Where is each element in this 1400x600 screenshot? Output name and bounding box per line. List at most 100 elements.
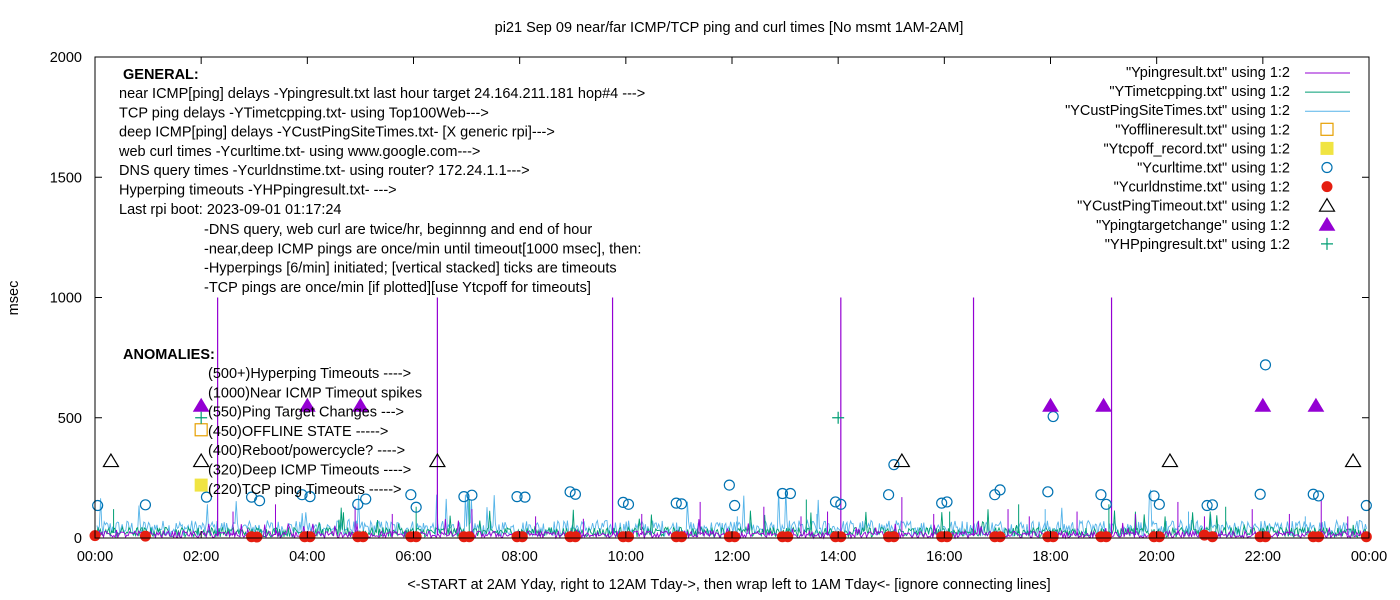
curl-point-shape — [1259, 359, 1272, 371]
curl-point-shape — [466, 489, 478, 501]
dns-point-shape — [139, 530, 151, 542]
general-title: GENERAL: — [123, 67, 199, 83]
legend-label: "Ypingresult.txt" using 1:2 — [1126, 65, 1290, 81]
x-tick-label: 12:00 — [714, 549, 750, 565]
general-line: deep ICMP[ping] delays -YCustPingSiteTim… — [119, 125, 555, 141]
curl-point-shape — [1201, 499, 1213, 512]
ping-target-change-point-shape — [192, 397, 210, 412]
curl-point — [466, 489, 478, 501]
annotations: GENERAL: near ICMP[ping] delays -Ypingres… — [118, 67, 645, 498]
anomaly-line: (450)OFFLINE STATE -----> — [208, 424, 388, 440]
dns-point-shape — [782, 531, 794, 543]
curl-point-shape — [519, 491, 531, 503]
custping-timeout-point-shape — [192, 452, 210, 468]
legend: "Ypingresult.txt" using 1:2 "YTimetcpping… — [1065, 65, 1350, 253]
legend-swatch-shape — [1318, 216, 1336, 231]
curl-point-shape — [405, 489, 417, 501]
dns-point-shape — [1360, 531, 1372, 543]
curl-point — [458, 491, 470, 503]
legend-label: "Ypingtargetchange" using 1:2 — [1096, 218, 1290, 234]
axis-ticks: 0 500 1000 1500 2000 00:00 02:00 04:00 06:00 08:0… — [50, 50, 1387, 565]
curl-point-shape — [511, 491, 523, 503]
curl-point-shape — [829, 496, 842, 508]
dns-point-shape — [251, 531, 263, 543]
curl-point-shape — [835, 498, 847, 510]
note-line: -TCP pings are once/min [if plotted][use… — [204, 280, 591, 296]
general-line: web curl times -Ycurltime.txt- using www… — [118, 144, 480, 160]
curl-point — [304, 491, 316, 503]
legend-label: "YTimetcpping.txt" using 1:2 — [1109, 84, 1290, 100]
curl-point-shape — [1042, 486, 1054, 498]
dns-point — [888, 531, 900, 543]
curl-point — [1153, 498, 1165, 510]
general-line: near ICMP[ping] delays -Ypingresult.txt … — [119, 86, 645, 102]
custping-timeout-point-shape — [428, 452, 446, 468]
dns-point — [994, 531, 1006, 543]
curl-point — [352, 498, 364, 510]
note-line: -near,deep ICMP pings are once/min until… — [204, 241, 641, 257]
curl-point-shape — [360, 493, 372, 505]
legend-label: "Ycurldnstime.txt" using 1:2 — [1114, 180, 1290, 196]
curl-point — [1201, 499, 1213, 512]
custping-timeout-point-shape — [1161, 452, 1179, 468]
dns-point-shape — [569, 531, 581, 543]
dns-point-shape — [516, 531, 528, 543]
legend-swatch — [1321, 237, 1333, 250]
curl-point — [139, 499, 152, 511]
dns-point — [1360, 531, 1372, 543]
legend-swatch-shape — [1321, 181, 1333, 193]
curl-point-shape — [410, 501, 422, 513]
dns-point-shape — [304, 531, 316, 543]
dns-point — [1206, 531, 1218, 543]
dns-point-shape — [941, 531, 953, 543]
dns-point-shape — [1047, 531, 1059, 543]
custping-timeout-point-shape — [1344, 452, 1362, 468]
custping-line — [96, 489, 1368, 538]
curl-point — [1360, 499, 1372, 512]
legend-swatch — [1318, 197, 1336, 212]
dns-point-shape — [410, 531, 422, 543]
curl-point — [994, 484, 1006, 496]
curl-point-shape — [1047, 410, 1059, 423]
anomaly-line: (500+)Hyperping Timeouts ----> — [208, 366, 411, 382]
curl-point-shape — [670, 497, 682, 509]
curl-point — [829, 496, 842, 508]
dns-point-shape — [622, 531, 634, 543]
legend-label: "YCustPingSiteTimes.txt" using 1:2 — [1065, 103, 1290, 119]
y-tick-label: 1000 — [50, 291, 82, 307]
curl-point — [410, 501, 422, 513]
legend-swatch — [1320, 122, 1334, 136]
y-tick-label: 0 — [74, 531, 82, 547]
curl-point-shape — [1153, 498, 1165, 510]
curl-point — [1148, 490, 1160, 502]
legend-label: "Ycurltime.txt" using 1:2 — [1137, 161, 1290, 177]
dns-point-shape — [1206, 531, 1218, 543]
tcpoff-point — [194, 478, 208, 492]
curl-point — [405, 489, 417, 501]
custping-timeout-point — [1344, 452, 1362, 468]
curl-point-shape — [352, 498, 364, 510]
x-tick-label: 02:00 — [183, 549, 219, 565]
curl-point-shape — [92, 499, 104, 512]
hyperping-point-shape — [832, 411, 845, 424]
dns-point-shape — [463, 531, 475, 543]
custping-timeout-point — [428, 452, 446, 468]
x-tick-label: 10:00 — [608, 549, 644, 565]
ping-target-change-point-shape — [1042, 397, 1059, 412]
curl-point-shape — [941, 496, 953, 508]
y-axis-label: msec — [6, 281, 22, 316]
curl-point — [92, 499, 104, 512]
legend-label: "Ytcpoff_record.txt" using 1:2 — [1103, 141, 1290, 157]
dns-point — [139, 530, 151, 542]
dns-point — [463, 531, 475, 543]
ping-target-change-point-shape — [352, 397, 369, 412]
x-tick-label: 00:00 — [1351, 549, 1387, 565]
dns-point-shape — [729, 531, 741, 543]
curl-point — [1095, 489, 1107, 501]
legend-swatch — [1318, 216, 1336, 231]
dns-point-shape — [994, 531, 1006, 543]
dns-point — [1047, 531, 1059, 543]
curl-point — [617, 496, 629, 509]
curl-point — [564, 486, 576, 498]
legend-swatch-shape — [1318, 197, 1336, 212]
